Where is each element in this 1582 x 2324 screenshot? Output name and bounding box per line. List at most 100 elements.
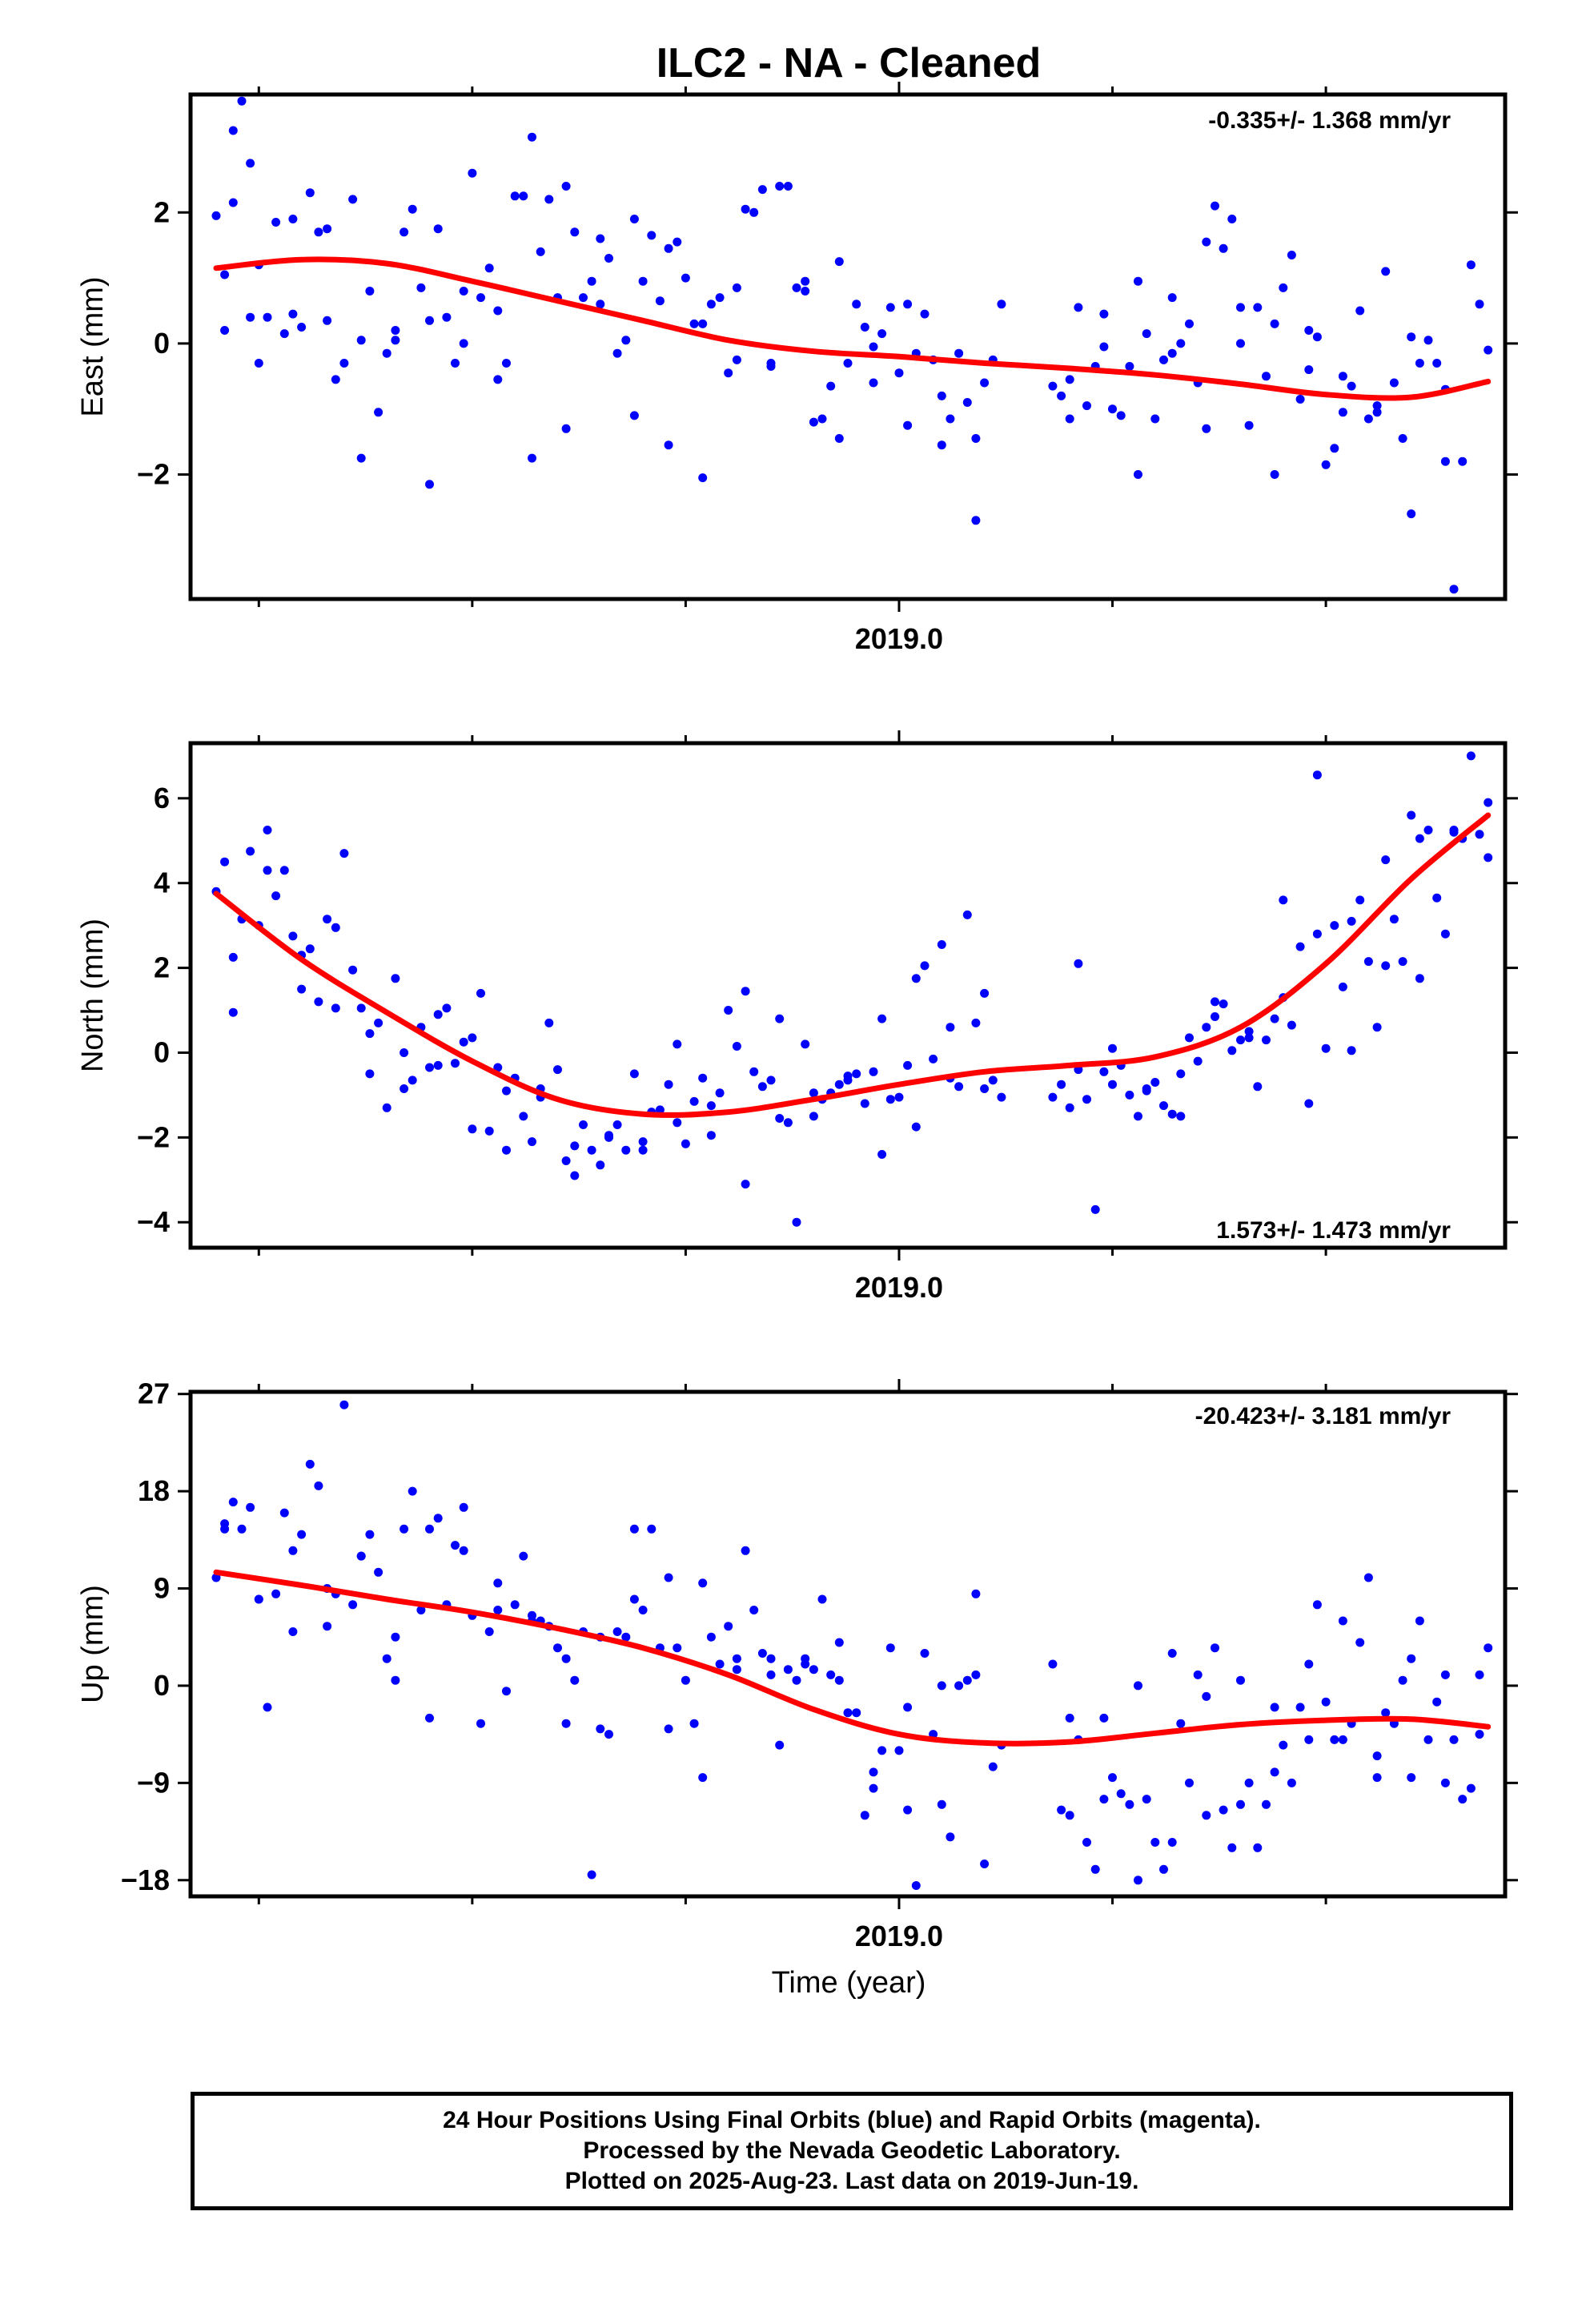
data-point bbox=[673, 1643, 682, 1653]
data-point bbox=[1432, 893, 1442, 903]
data-point bbox=[297, 323, 307, 332]
data-point bbox=[246, 1502, 255, 1512]
data-point bbox=[331, 375, 340, 384]
data-point bbox=[1381, 267, 1391, 276]
y-tick-label: 4 bbox=[154, 866, 170, 899]
data-point bbox=[1099, 309, 1109, 319]
data-point bbox=[946, 414, 955, 424]
data-point bbox=[792, 1217, 801, 1227]
data-point bbox=[391, 336, 400, 345]
footer-line-1: 24 Hour Positions Using Final Orbits (bl… bbox=[443, 2107, 1261, 2133]
data-point bbox=[1253, 303, 1263, 312]
data-point bbox=[1193, 1670, 1203, 1679]
data-point bbox=[920, 309, 930, 319]
data-point bbox=[228, 126, 238, 135]
data-point bbox=[1150, 414, 1160, 424]
data-point bbox=[971, 434, 981, 443]
data-point bbox=[484, 1126, 494, 1136]
data-point bbox=[365, 1530, 375, 1539]
data-point bbox=[920, 961, 930, 971]
data-point bbox=[339, 1400, 349, 1409]
data-point bbox=[629, 411, 639, 420]
data-point bbox=[382, 1654, 391, 1663]
x-tick-label: 2019.0 bbox=[855, 1271, 943, 1304]
data-point bbox=[528, 453, 536, 463]
data-point bbox=[1090, 1204, 1100, 1214]
data-point bbox=[809, 1088, 818, 1098]
data-point bbox=[826, 1670, 836, 1679]
data-point bbox=[792, 283, 801, 292]
data-point bbox=[946, 1023, 955, 1032]
footer-box: 24 Hour Positions Using Final Orbits (bl… bbox=[191, 2092, 1513, 2210]
data-point bbox=[1407, 1773, 1416, 1783]
data-point bbox=[1347, 1046, 1356, 1055]
data-point bbox=[843, 1072, 853, 1081]
data-point bbox=[638, 1145, 648, 1155]
data-point bbox=[911, 1122, 921, 1132]
data-point bbox=[1295, 1703, 1305, 1712]
y-axis-label: North (mm) bbox=[76, 919, 110, 1072]
data-point bbox=[1236, 1675, 1245, 1685]
data-point bbox=[1074, 959, 1083, 968]
data-point bbox=[305, 188, 315, 198]
data-point bbox=[689, 1096, 699, 1106]
data-point bbox=[1134, 1112, 1142, 1121]
data-point bbox=[451, 1541, 460, 1550]
data-point bbox=[1449, 1735, 1459, 1744]
data-point bbox=[903, 420, 913, 430]
data-point bbox=[1108, 1773, 1117, 1783]
data-point bbox=[433, 1010, 443, 1019]
data-point bbox=[1193, 1056, 1203, 1066]
data-point bbox=[1236, 339, 1245, 348]
data-point bbox=[459, 1037, 468, 1047]
data-point bbox=[1108, 1043, 1117, 1053]
data-point bbox=[579, 1120, 588, 1129]
data-point bbox=[228, 1498, 238, 1507]
data-point bbox=[254, 1594, 263, 1604]
data-point bbox=[246, 846, 255, 856]
data-point bbox=[988, 1762, 998, 1771]
data-point bbox=[1312, 770, 1322, 780]
data-point bbox=[1108, 1080, 1117, 1089]
data-point bbox=[757, 1082, 767, 1092]
data-point bbox=[1099, 1713, 1109, 1723]
data-point bbox=[1372, 1023, 1382, 1032]
data-point bbox=[1279, 895, 1288, 905]
data-point bbox=[852, 300, 861, 309]
data-point bbox=[869, 1067, 878, 1076]
data-point bbox=[1185, 1778, 1194, 1787]
data-point bbox=[1142, 329, 1151, 339]
data-point bbox=[356, 336, 366, 345]
data-point bbox=[1304, 365, 1314, 375]
data-point bbox=[1432, 359, 1442, 368]
x-tick-label: 2019.0 bbox=[855, 1920, 943, 1952]
data-point bbox=[638, 1137, 648, 1147]
data-point bbox=[510, 1600, 520, 1610]
data-point bbox=[1150, 1078, 1160, 1087]
data-point bbox=[1270, 1014, 1279, 1023]
data-point bbox=[587, 276, 596, 286]
data-point bbox=[860, 1099, 869, 1108]
data-point bbox=[1219, 999, 1228, 1009]
data-point bbox=[1057, 1080, 1066, 1089]
data-point bbox=[1202, 1691, 1211, 1701]
data-point bbox=[1236, 1035, 1245, 1045]
data-point bbox=[629, 1524, 639, 1534]
data-point bbox=[757, 185, 767, 195]
data-point bbox=[1065, 414, 1074, 424]
fit-curve bbox=[213, 812, 1492, 1118]
data-point bbox=[997, 300, 1006, 309]
data-point bbox=[493, 1606, 503, 1614]
data-point bbox=[689, 1719, 699, 1728]
data-point bbox=[263, 826, 272, 834]
data-point bbox=[834, 257, 844, 267]
data-point bbox=[1065, 1103, 1074, 1112]
data-point bbox=[869, 1783, 878, 1793]
data-point bbox=[1338, 982, 1347, 991]
data-point bbox=[1466, 751, 1476, 761]
y-tick-label: −18 bbox=[121, 1864, 170, 1896]
data-point bbox=[766, 359, 776, 368]
data-point bbox=[374, 1018, 383, 1027]
data-point bbox=[484, 263, 494, 273]
y-tick-label: 2 bbox=[154, 951, 170, 984]
